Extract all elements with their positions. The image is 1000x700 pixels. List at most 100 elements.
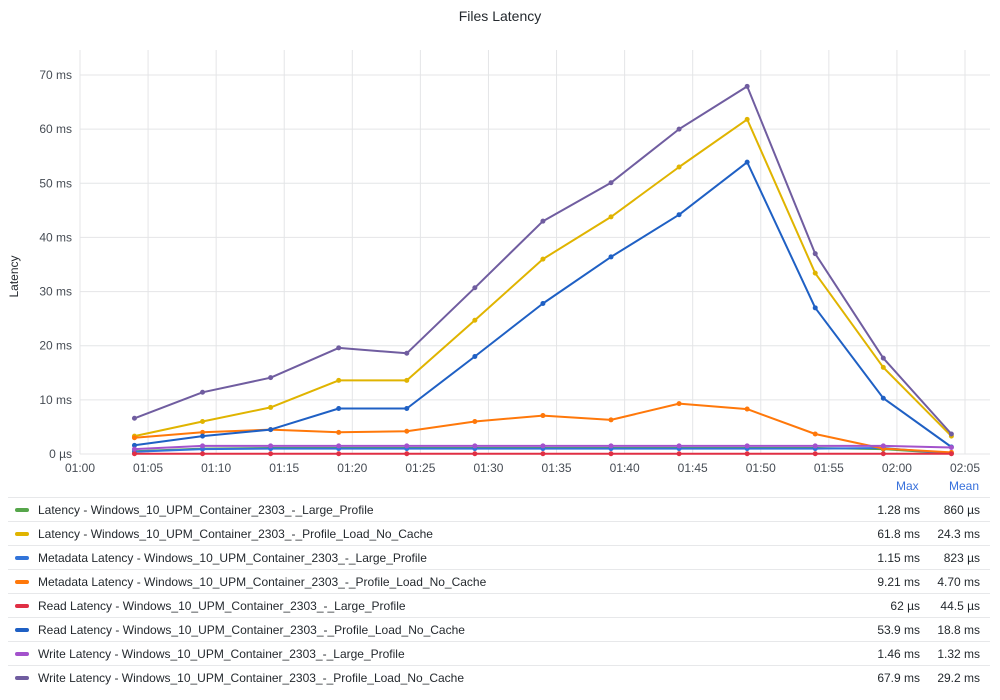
series-7-point [404,443,410,449]
series-6-point [131,442,137,448]
series-2-point [540,256,546,262]
legend-table: Latency - Windows_10_UPM_Container_2303_… [8,497,990,689]
legend-swatch [15,531,29,536]
series-2-point [812,270,818,276]
legend-max-value: 67.9 ms [877,670,920,685]
legend-max-value: 1.28 ms [877,502,920,517]
y-tick-label: 70 ms [39,68,72,82]
x-tick-label: 01:55 [814,461,844,475]
series-4-point [608,417,614,423]
legend-row[interactable]: Latency - Windows_10_UPM_Container_2303_… [8,497,990,521]
legend-swatch [15,651,29,656]
series-8-point [472,285,478,291]
legend-row[interactable]: Metadata Latency - Windows_10_UPM_Contai… [8,569,990,593]
x-tick-label: 01:00 [65,461,95,475]
legend-series-name[interactable]: Write Latency - Windows_10_UPM_Container… [38,646,405,661]
series-8-point [608,180,614,186]
series-6-point [812,305,818,311]
y-tick-label: 40 ms [39,230,72,244]
y-tick-label: 30 ms [39,285,72,299]
series-5-point [948,451,954,457]
series-4-point [336,429,342,435]
series-8-point [336,345,342,351]
legend-swatch [15,507,29,512]
legend-header: Max Mean [0,479,1000,495]
series-4-point [472,419,478,425]
x-tick-label: 01:05 [133,461,163,475]
x-tick-label: 01:40 [610,461,640,475]
x-tick-label: 01:15 [269,461,299,475]
y-tick-label: 0 µs [49,447,72,461]
series-7-point [472,443,478,449]
legend-row[interactable]: Write Latency - Windows_10_UPM_Container… [8,665,990,689]
series-5-point [812,451,818,457]
legend-series-name[interactable]: Metadata Latency - Windows_10_UPM_Contai… [38,550,427,565]
series-4-point [200,429,206,435]
series-2-point [336,377,342,383]
series-5-point [676,451,682,457]
legend-swatch [15,675,29,680]
legend-row[interactable]: Latency - Windows_10_UPM_Container_2303_… [8,521,990,545]
y-tick-label: 10 ms [39,393,72,407]
legend-mean-value: 4.70 ms [937,574,980,589]
series-7-point [200,443,206,449]
series-4-point [676,401,682,407]
series-2-point [608,214,614,220]
x-tick-label: 01:10 [201,461,231,475]
legend-mean-value: 1.32 ms [937,646,980,661]
legend-max-header[interactable]: Max [896,479,919,493]
series-7-point [880,443,886,449]
series-4-point [540,413,546,419]
legend-series-name[interactable]: Latency - Windows_10_UPM_Container_2303_… [38,526,433,541]
series-8-point [812,251,818,257]
series-4-point [812,431,818,437]
series-8-point [131,415,137,421]
legend-row[interactable]: Metadata Latency - Windows_10_UPM_Contai… [8,545,990,569]
x-tick-label: 01:25 [405,461,435,475]
legend-row[interactable]: Read Latency - Windows_10_UPM_Container_… [8,593,990,617]
series-8-point [404,350,410,356]
series-6-point [268,427,274,433]
series-5-point [744,451,750,457]
x-tick-label: 02:00 [882,461,912,475]
series-5-point [608,451,614,457]
series-2-point [268,404,274,410]
legend-series-name[interactable]: Latency - Windows_10_UPM_Container_2303_… [38,502,374,517]
line-chart: 0 µs 10 ms 20 ms 30 ms 40 ms 50 ms 60 ms 70 ms 0… [7,50,990,475]
legend-max-value: 61.8 ms [877,526,920,541]
legend-swatch [15,579,29,584]
legend-mean-value: 823 µs [943,550,980,565]
series-5-point [200,451,206,457]
chart-title: Files Latency [458,8,542,24]
series-5-point [404,451,410,457]
series-6-point [200,433,206,439]
series-8-point [744,83,750,89]
legend-swatch [15,555,29,560]
y-tick-label: 60 ms [39,122,72,136]
series-6-point [608,254,614,260]
x-tick-label: 01:20 [337,461,367,475]
series-2-point [880,364,886,370]
legend-mean-value: 44.5 µs [940,598,980,613]
series-7-point [540,443,546,449]
legend-series-name[interactable]: Metadata Latency - Windows_10_UPM_Contai… [38,574,487,589]
legend-max-value: 1.15 ms [877,550,920,565]
series-5-point [336,451,342,457]
legend-series-name[interactable]: Read Latency - Windows_10_UPM_Container_… [38,622,465,637]
legend-mean-value: 24.3 ms [937,526,980,541]
series-6-point [336,406,342,412]
legend-mean-header[interactable]: Mean [949,479,980,493]
series-5-point [131,451,137,457]
legend-row[interactable]: Read Latency - Windows_10_UPM_Container_… [8,617,990,641]
legend-swatch [15,603,29,608]
series-6-point [880,395,886,401]
legend-series-name[interactable]: Write Latency - Windows_10_UPM_Container… [38,670,465,685]
legend-series-name[interactable]: Read Latency - Windows_10_UPM_Container_… [38,598,406,613]
series-4-point [744,406,750,412]
series-8-point [540,218,546,224]
series-2-point [200,419,206,425]
legend-max-value: 9.21 ms [877,574,920,589]
series-5-point [268,451,274,457]
series-7-point [608,443,614,449]
legend-row[interactable]: Write Latency - Windows_10_UPM_Container… [8,641,990,665]
